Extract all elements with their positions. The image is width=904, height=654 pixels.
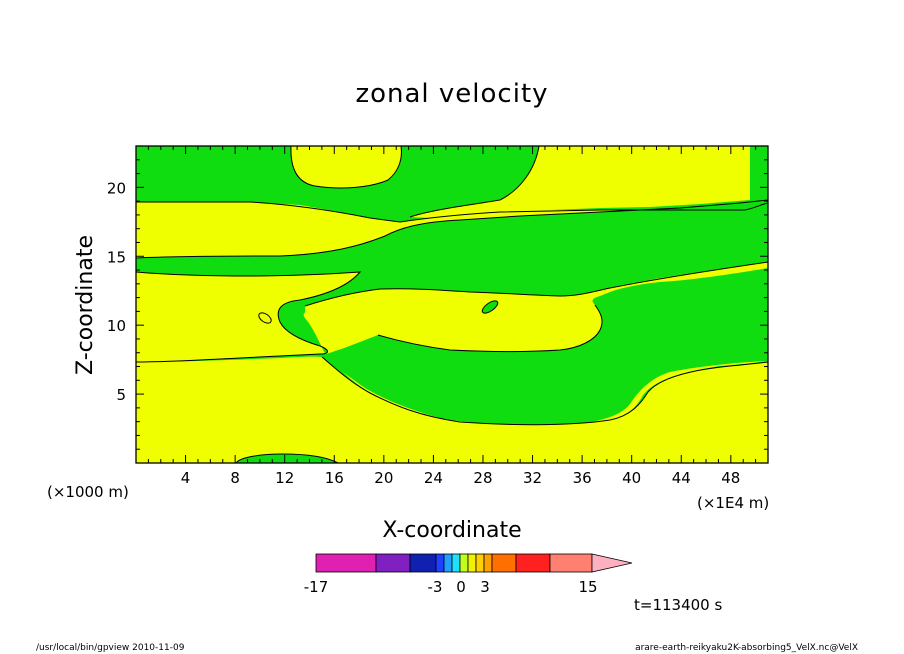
x-tick-label: 48 [721, 469, 740, 487]
contour-field [135, 145, 769, 464]
y-units-note: (×1000 m) [47, 483, 129, 501]
footer-left: /usr/local/bin/gpview 2010-11-09 [36, 643, 185, 653]
colorbar-segment [409, 553, 437, 573]
colorbar-segment [515, 553, 551, 573]
x-tick-label: 24 [424, 469, 443, 487]
contour-pocket-top [290, 146, 402, 188]
x-tick-label: 4 [181, 469, 191, 487]
contour-column-right [410, 146, 750, 218]
colorbar-segment [475, 553, 485, 573]
x-tick-label: 32 [523, 469, 542, 487]
colorbar-segment [491, 553, 517, 573]
y-tick-label: 15 [107, 248, 126, 266]
colorbar-segment [549, 553, 593, 573]
contour-wedge-inner [320, 268, 768, 426]
colorbar-tick-label: 0 [456, 578, 466, 596]
colorbar-segment [435, 553, 445, 573]
colorbar-segment [375, 553, 411, 573]
contour-line-island-2 [481, 300, 499, 314]
contour-line-9 [235, 453, 339, 464]
y-axis-label: Z-coordinate [73, 235, 98, 375]
x-tick-label: 44 [672, 469, 691, 487]
x-tick-label: 28 [473, 469, 492, 487]
colorbar-segment [443, 553, 453, 573]
x-tick-label: 12 [275, 469, 294, 487]
time-label: t=113400 s [634, 596, 722, 614]
contour-line-6 [304, 261, 769, 307]
y-tick-label: 5 [116, 386, 126, 404]
contour-line-8 [321, 356, 769, 426]
colorbar-segment [459, 553, 469, 573]
x-axis-label: X-coordinate [382, 518, 521, 543]
plot-frame [135, 145, 769, 464]
contour-lines [135, 145, 769, 464]
x-tick-label: 8 [230, 469, 240, 487]
colorbar-tick-label: -3 [428, 578, 443, 596]
contour-line-7 [377, 304, 603, 352]
colorbar-segment [483, 553, 493, 573]
contour-line-1 [136, 201, 769, 223]
colorbar-tick-label: 15 [578, 578, 597, 596]
colorbar-tick-label: 3 [480, 578, 490, 596]
chart-title: zonal velocity [355, 79, 548, 109]
colorbar-arrow [591, 553, 633, 573]
colorbar-segment [467, 553, 477, 573]
contour-bottom-area [136, 356, 768, 463]
y-tick-label: 10 [107, 317, 126, 335]
contour-line-5 [135, 271, 362, 363]
contour-line-3 [409, 145, 540, 218]
footer-right: arare-earth-reikyaku2K-absorbing5_VelX.n… [635, 643, 858, 653]
x-tick-label: 36 [573, 469, 592, 487]
colorbar-segment [315, 553, 377, 573]
x-tick-label: 16 [325, 469, 344, 487]
y-tick-label: 20 [107, 179, 126, 197]
contour-island-2 [482, 300, 498, 314]
colorbar-tick-label: -17 [304, 578, 329, 596]
x-units-note: (×1E4 m) [697, 494, 769, 512]
contour-line-4 [135, 199, 769, 259]
colorbar-segment [451, 553, 461, 573]
x-tick-label: 20 [374, 469, 393, 487]
colorbar: -17 -3 0 3 15 [304, 553, 633, 596]
contour-line-island-1 [258, 312, 272, 324]
contour-line-2 [290, 145, 402, 189]
x-tick-label: 40 [622, 469, 641, 487]
